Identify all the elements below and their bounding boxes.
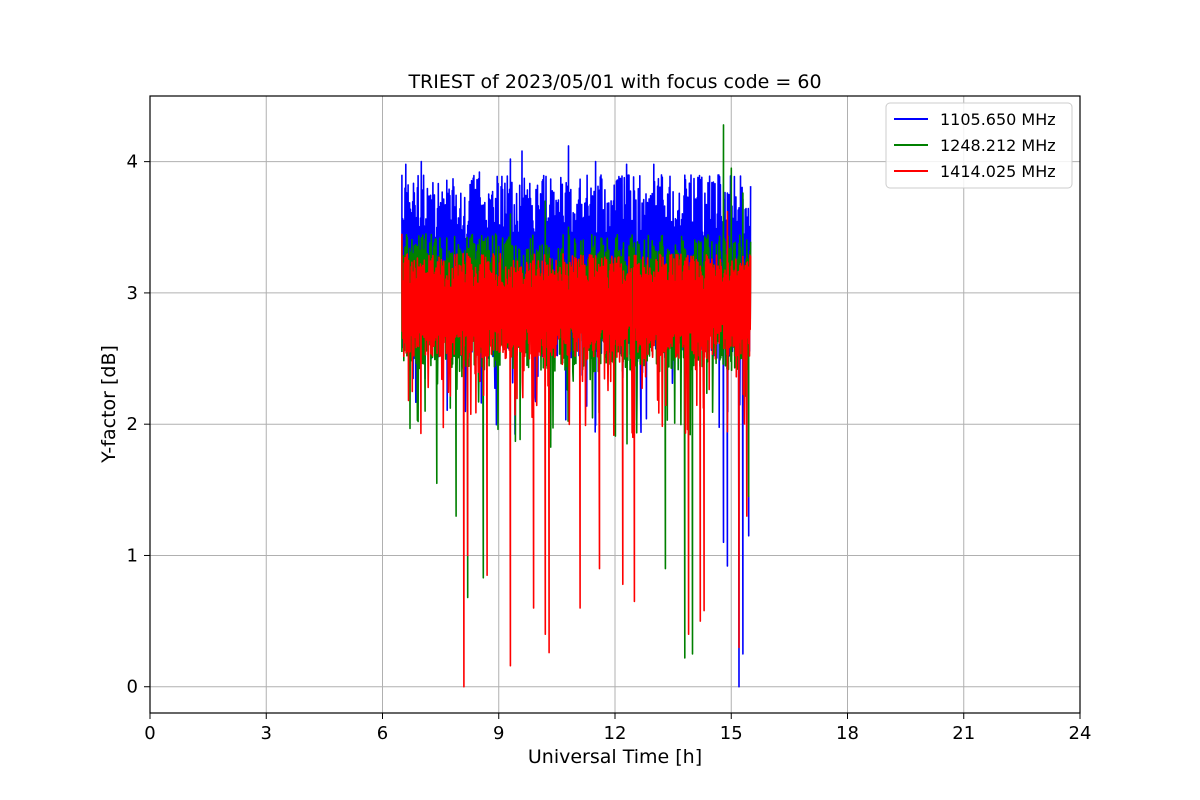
- legend: 1105.650 MHz 1248.212 MHz 1414.025 MHz: [885, 102, 1073, 189]
- legend-label-1248: 1248.212 MHz: [940, 136, 1056, 155]
- x-tick-label: 24: [1069, 723, 1092, 744]
- x-axis: 0 3 6 9 12 15 18 21 24: [144, 713, 1091, 744]
- x-tick-label: 0: [144, 723, 155, 744]
- x-tick-label: 6: [377, 723, 388, 744]
- y-axis-label: Y-factor [dB]: [98, 345, 120, 464]
- y-tick-label: 1: [127, 545, 138, 566]
- x-tick-label: 12: [604, 723, 627, 744]
- legend-box: [885, 102, 1073, 189]
- y-tick-label: 0: [127, 677, 138, 698]
- x-tick-label: 15: [720, 723, 743, 744]
- legend-label-1414: 1414.025 MHz: [940, 162, 1056, 181]
- chart-title: TRIEST of 2023/05/01 with focus code = 6…: [407, 71, 821, 93]
- x-tick-label: 9: [493, 723, 504, 744]
- plot-area: [401, 124, 752, 688]
- y-tick-label: 3: [127, 283, 138, 304]
- legend-label-1105: 1105.650 MHz: [940, 110, 1056, 129]
- y-tick-label: 2: [127, 414, 138, 435]
- x-tick-label: 21: [952, 723, 975, 744]
- x-axis-label: Universal Time [h]: [528, 746, 702, 768]
- x-tick-label: 3: [261, 723, 272, 744]
- x-tick-label: 18: [836, 723, 859, 744]
- y-tick-label: 4: [127, 152, 138, 173]
- series-line-3: [401, 210, 752, 688]
- y-axis: 0 1 2 3 4: [127, 152, 150, 698]
